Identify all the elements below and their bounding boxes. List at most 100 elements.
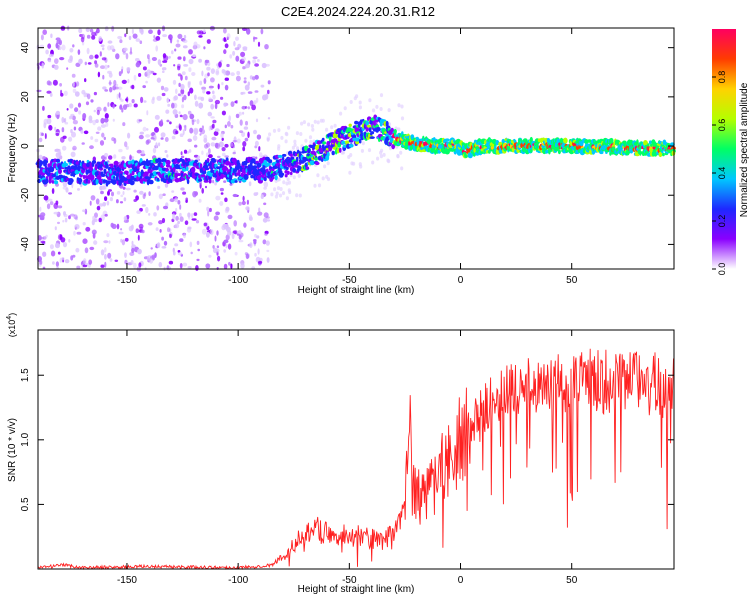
spectrogram-noise-point [55,261,60,267]
spectrogram-noise-point [380,148,384,153]
spectrogram-noise-point [230,263,233,269]
spectrogram-noise-point [43,195,49,201]
spectrogram-noise-point [184,125,187,132]
spectrogram-noise-point [72,145,77,151]
spectrogram-noise-point [333,123,337,128]
spectrogram-noise-point [121,239,126,246]
spectrogram-noise-point [42,156,46,161]
spectrogram-noise-point [313,119,317,124]
spectrogram-noise-point [57,251,61,255]
spectrogram-noise-point [282,180,286,185]
spectrogram-noise-point [325,127,329,132]
spectrogram-noise-point [182,114,188,121]
spectrogram-noise-point [66,108,69,111]
spectrogram-noise-point [276,186,281,191]
spectrogram-noise-point [201,187,204,194]
spectrogram-noise-point [181,96,184,103]
spectrogram-noise-point [64,217,68,223]
spectrogram-noise-point [147,222,153,226]
spectrogram-noise-point [210,103,215,110]
spectrogram-noise-point [203,78,207,84]
spectrogram-noise-point [227,243,232,250]
spectrogram-noise-point [257,211,263,216]
spectrogram-noise-point [89,246,95,251]
spectrogram-noise-point [158,193,163,200]
snr-multiplier: (x104) [6,313,17,337]
spectrogram-noise-point [245,206,250,211]
spectrogram-ridge-point [594,140,598,145]
spectrogram-noise-point [196,240,200,245]
snr-ylabel: SNR (10 * v/v) [7,418,18,482]
spectrogram-noise-point [151,57,157,61]
spectrogram-noise-point [82,113,87,119]
spectrogram-noise-point [66,67,69,70]
spectrogram-noise-point [244,137,249,142]
spectrogram-noise-point [268,132,272,137]
spectrogram-noise-point [177,220,181,225]
spectrogram-noise-point [100,124,106,128]
spectrogram-noise-point [48,125,53,131]
spectrogram-noise-point [105,122,109,127]
spectrogram-noise-point [57,221,60,225]
spectrogram-noise-point [93,240,98,245]
spectrogram-noise-point [169,233,172,239]
spectrogram-noise-point [185,197,188,202]
spectrogram-noise-point [94,63,99,68]
spectrogram-ridge-point [294,152,298,157]
spectrogram-noise-point [129,154,132,161]
spectrogram-noise-point [200,96,205,102]
spectrogram-ridge-point [108,175,112,181]
spectrogram-ridge-point [237,162,241,168]
colorbar-tick-label: 0.8 [717,71,727,84]
spectrogram-ridge-point [286,170,290,175]
spectrogram-ridge-point [111,179,117,185]
spectrogram-noise-point [270,192,274,197]
spectrogram-noise-point [298,193,302,198]
spectrogram-noise-point [224,43,229,49]
spectrogram-noise-point [249,100,254,107]
spectrogram-noise-point [189,127,194,134]
spectrogram-noise-point [61,127,65,133]
spectrogram-noise-point [220,132,224,139]
spectrogram-noise-point [89,28,94,33]
colorbar-tick-label: 0.6 [717,119,727,132]
spectrogram-noise-point [376,156,380,161]
spectrogram-noise-point [220,192,224,195]
spectrogram-ridge-point [147,176,151,181]
spectrogram-ridge-point [165,159,171,165]
spectrogram-ridge-point [41,172,45,176]
spectrogram-ridge-point [220,173,225,179]
spectrogram-noise-point [264,233,268,236]
spectrogram-noise-point [193,212,198,217]
spectrogram-noise-point [238,201,242,206]
spectrogram-noise-point [180,74,183,81]
spectrogram-noise-point [94,138,99,143]
spectrogram-noise-point [194,144,198,148]
spectrogram-noise-point [68,215,71,220]
spectrogram-ridge-point [352,134,357,139]
spectrogram-noise-point [139,131,144,135]
spectrogram-noise-point [164,182,169,188]
spectrogram-ridge-point [103,168,107,175]
spectrogram-noise-point [260,28,264,35]
snr-x-tick-label: -150 [117,575,137,586]
spectrogram-ridge-point [444,149,450,155]
spectrogram-noise-point [77,49,81,55]
spectrogram-ridge-point [94,164,98,171]
spectrogram-noise-point [232,144,235,149]
spectrogram-ridge-point [319,149,324,153]
spectrogram-noise-point [56,40,61,45]
spectrogram-noise-point [191,119,195,126]
spectrogram-noise-point [139,190,144,195]
spectrogram-noise-point [221,152,226,157]
spectrogram-noise-point [212,94,216,100]
spectrogram-noise-point [266,137,270,142]
spectrogram-ridge-point [235,172,239,176]
spectrogram-noise-point [257,248,260,255]
spectrogram-noise-point [243,80,247,84]
spectrogram-noise-point [371,108,376,113]
spectrogram-noise-point [371,160,375,165]
spectrogram-noise-point [78,28,83,34]
spectrogram-noise-point [252,59,257,64]
spectrogram-noise-point [238,239,244,243]
